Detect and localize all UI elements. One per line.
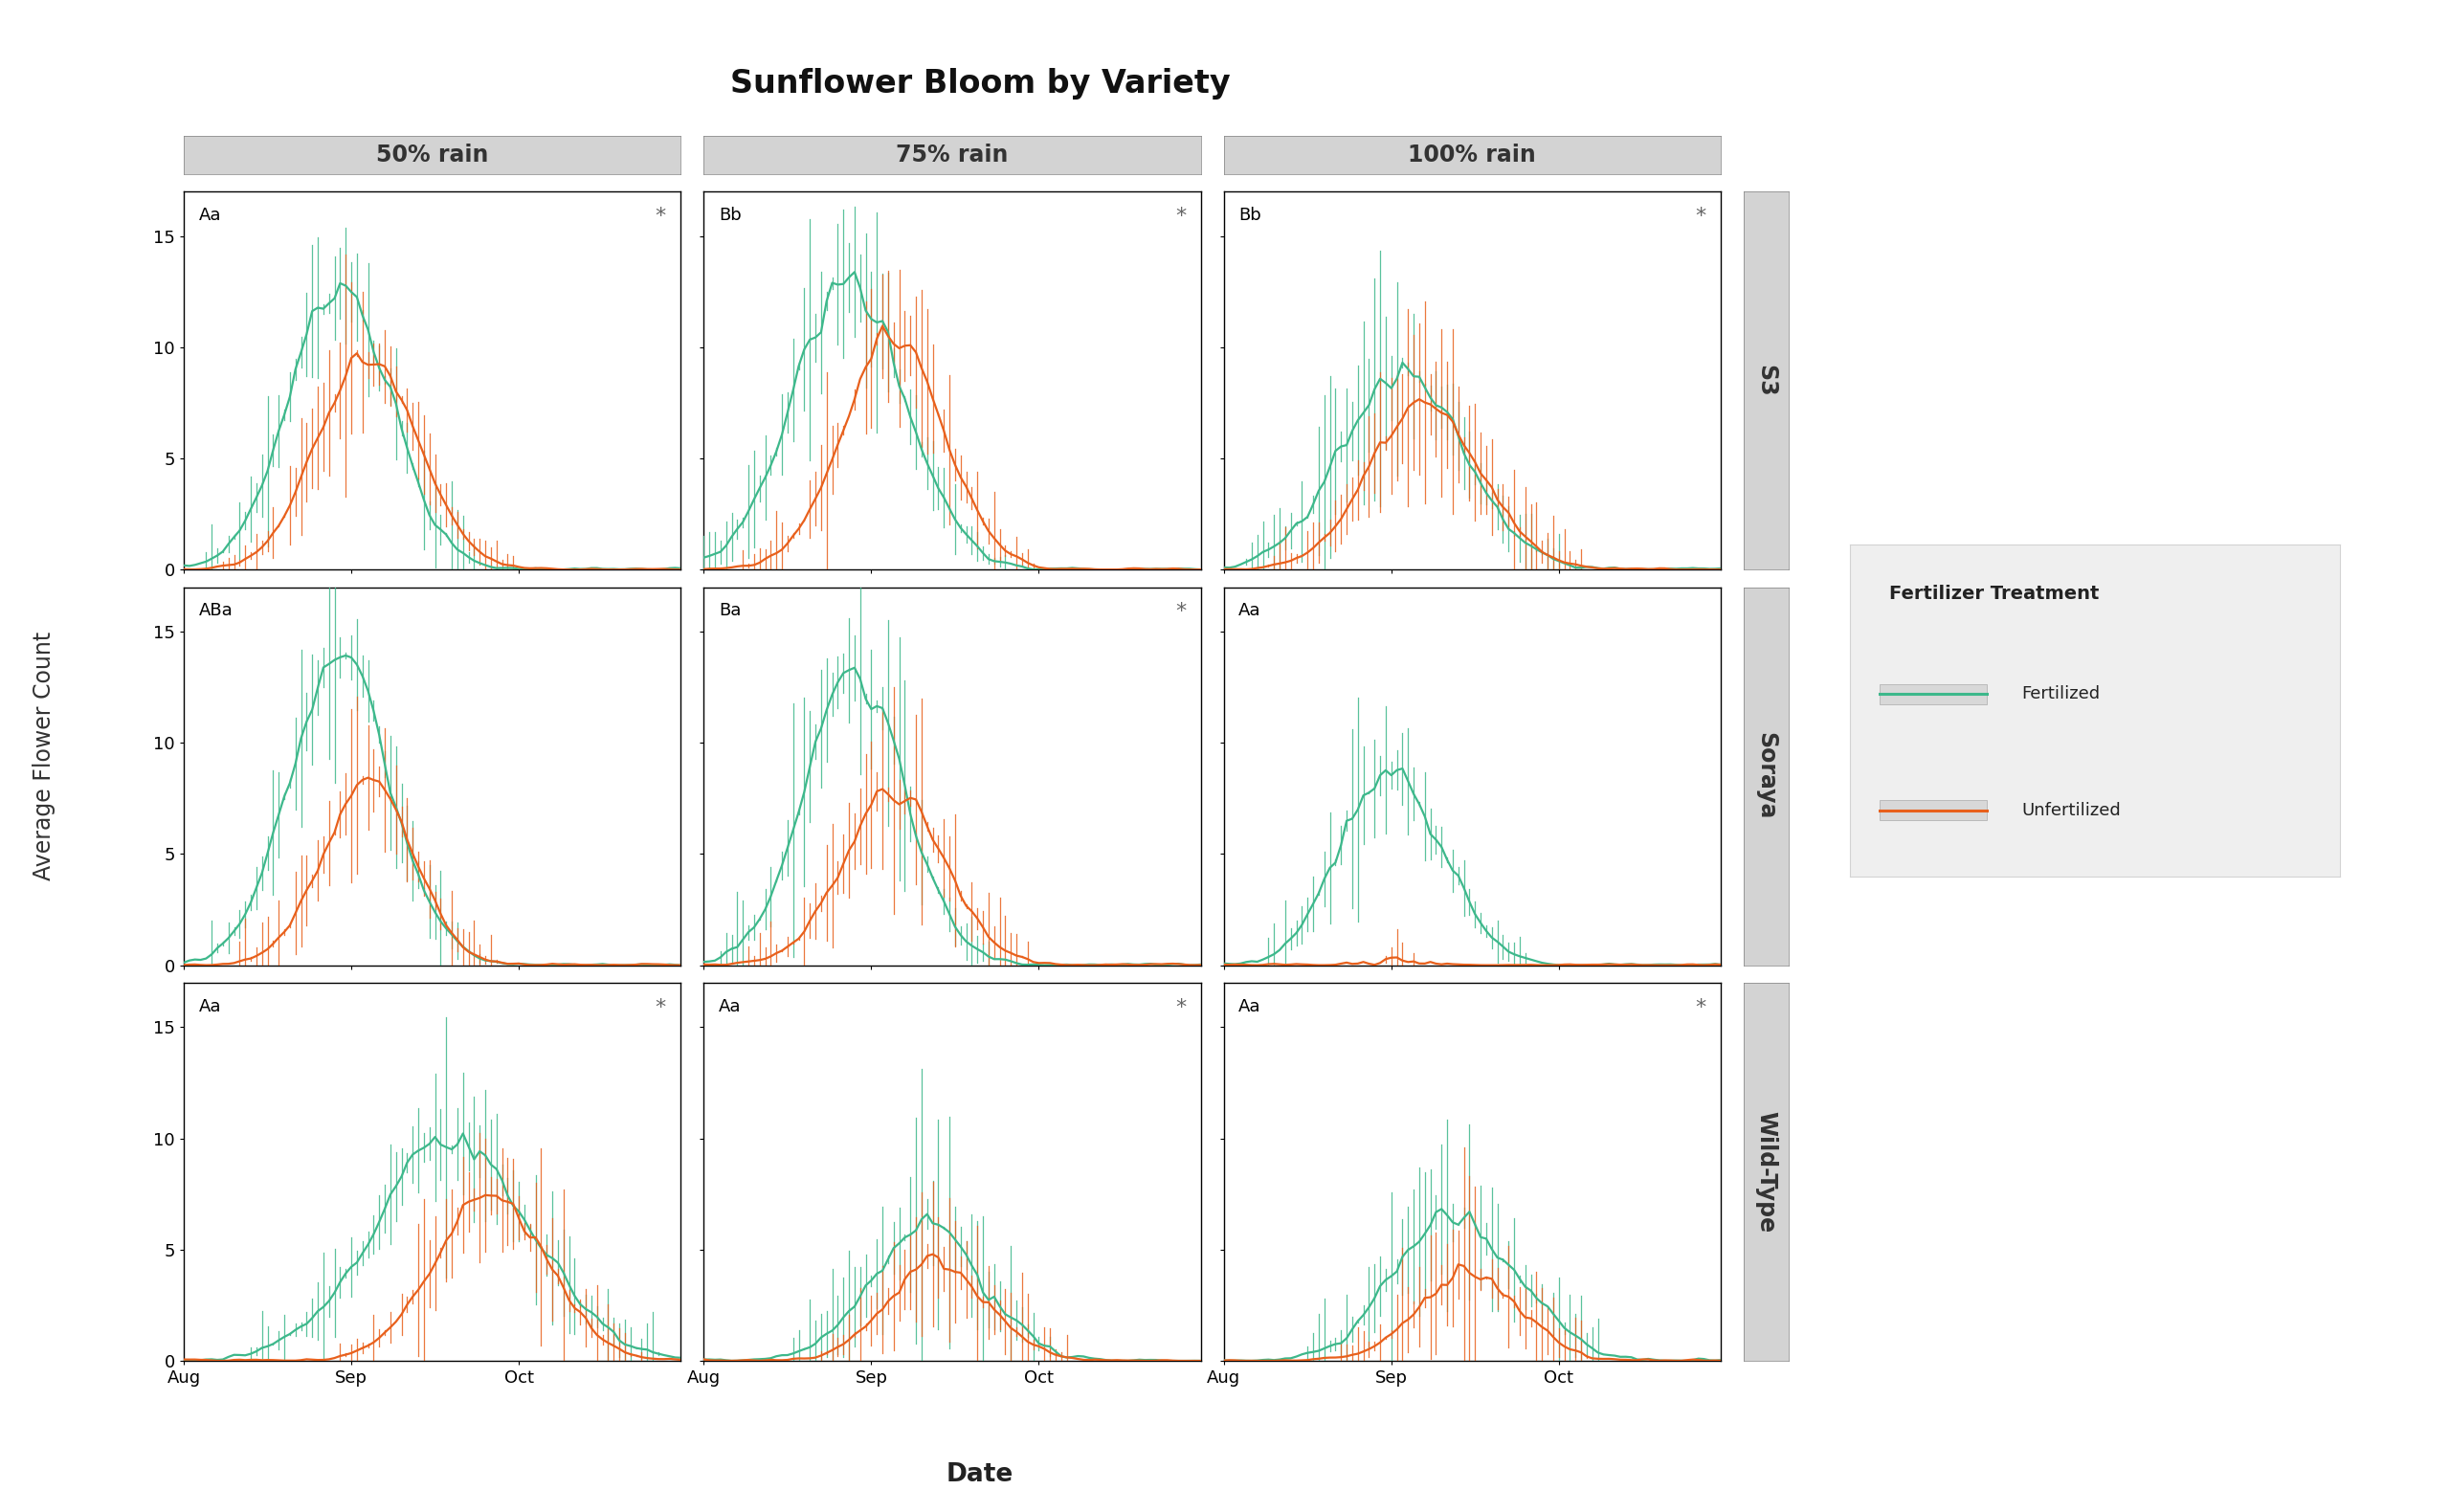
Text: *: * xyxy=(1695,207,1705,225)
Text: S3: S3 xyxy=(1754,364,1779,396)
Text: Aa: Aa xyxy=(198,998,220,1015)
Text: Bb: Bb xyxy=(1240,207,1262,224)
FancyBboxPatch shape xyxy=(1879,800,1987,821)
Text: Aa: Aa xyxy=(1240,602,1262,620)
Text: Average Flower Count: Average Flower Count xyxy=(32,632,56,880)
Text: Aa: Aa xyxy=(718,998,742,1015)
Text: *: * xyxy=(1176,602,1186,621)
Text: Date: Date xyxy=(946,1462,1014,1486)
Text: Ba: Ba xyxy=(718,602,740,620)
Text: *: * xyxy=(654,998,666,1018)
Text: Fertilized: Fertilized xyxy=(2021,685,2100,703)
Text: 50% rain: 50% rain xyxy=(375,144,488,166)
Text: Bb: Bb xyxy=(718,207,742,224)
Text: Sunflower Bloom by Variety: Sunflower Bloom by Variety xyxy=(730,68,1230,100)
Text: *: * xyxy=(654,207,666,225)
Text: 100% rain: 100% rain xyxy=(1409,144,1536,166)
Text: *: * xyxy=(1695,998,1705,1018)
Text: *: * xyxy=(1176,998,1186,1018)
Text: *: * xyxy=(1176,207,1186,225)
Text: Aa: Aa xyxy=(198,207,220,224)
Text: Aa: Aa xyxy=(1240,998,1262,1015)
FancyBboxPatch shape xyxy=(1879,683,1987,705)
Text: Wild-Type: Wild-Type xyxy=(1754,1111,1779,1232)
Text: Unfertilized: Unfertilized xyxy=(2021,801,2122,820)
Text: 75% rain: 75% rain xyxy=(897,144,1009,166)
Text: Fertilizer Treatment: Fertilizer Treatment xyxy=(1889,584,2100,602)
Text: Soraya: Soraya xyxy=(1754,732,1779,820)
Text: ABa: ABa xyxy=(198,602,233,620)
